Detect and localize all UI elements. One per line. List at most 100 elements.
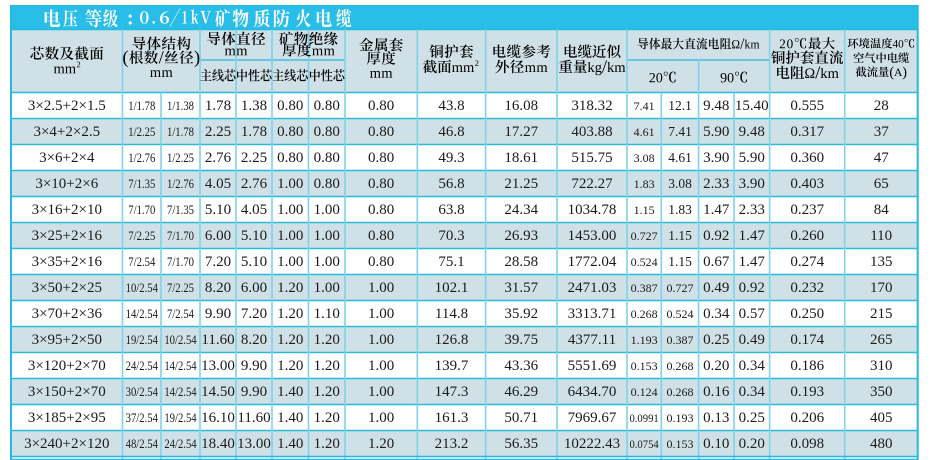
svg-text:0.80: 0.80 — [277, 124, 303, 140]
svg-text:5.10: 5.10 — [241, 254, 267, 270]
svg-text:1.20: 1.20 — [368, 436, 394, 452]
svg-text:4.05: 4.05 — [241, 202, 267, 218]
svg-text:318.32: 318.32 — [571, 98, 612, 114]
svg-text:1.47: 1.47 — [703, 202, 730, 218]
svg-text:1.00: 1.00 — [368, 332, 394, 348]
svg-text:0.193: 0.193 — [790, 384, 824, 400]
svg-text:102.1: 102.1 — [435, 280, 469, 296]
svg-text:14/2.54: 14/2.54 — [164, 385, 196, 399]
svg-text:1.38: 1.38 — [241, 98, 267, 114]
svg-text:515.75: 515.75 — [571, 150, 612, 166]
svg-text:0.268: 0.268 — [667, 359, 694, 373]
svg-text:7/1.35: 7/1.35 — [167, 203, 194, 217]
svg-text:0.360: 0.360 — [790, 150, 824, 166]
svg-text:0.80: 0.80 — [368, 124, 394, 140]
svg-text:1.00: 1.00 — [277, 202, 303, 218]
svg-text:0.260: 0.260 — [790, 228, 824, 244]
svg-text:11.60: 11.60 — [237, 410, 270, 426]
svg-text:1/1.78: 1/1.78 — [128, 99, 155, 113]
svg-text:0.49: 0.49 — [703, 280, 729, 296]
svg-text:63.8: 63.8 — [438, 202, 464, 218]
svg-text:1.83: 1.83 — [634, 177, 655, 191]
svg-text:47: 47 — [874, 150, 890, 166]
svg-text:0.92: 0.92 — [739, 280, 765, 296]
svg-text:35.92: 35.92 — [504, 306, 538, 322]
svg-text:0.206: 0.206 — [790, 410, 824, 426]
svg-text:18.61: 18.61 — [504, 150, 538, 166]
svg-text:37: 37 — [874, 124, 890, 140]
svg-text:0.49: 0.49 — [739, 332, 765, 348]
svg-text:0.20: 0.20 — [739, 436, 765, 452]
svg-text:1.78: 1.78 — [241, 124, 267, 140]
svg-text:6.00: 6.00 — [241, 280, 267, 296]
svg-text:0.174: 0.174 — [790, 332, 824, 348]
svg-text:75.1: 75.1 — [438, 254, 464, 270]
svg-text:1.20: 1.20 — [314, 410, 340, 426]
svg-text:1.00: 1.00 — [368, 410, 394, 426]
svg-text:3×70+2×36: 3×70+2×36 — [32, 306, 103, 322]
svg-text:43.36: 43.36 — [504, 358, 538, 374]
svg-text:1.00: 1.00 — [277, 228, 303, 244]
svg-text:0.268: 0.268 — [631, 307, 658, 321]
svg-text:0.387: 0.387 — [667, 333, 694, 347]
svg-text:0.727: 0.727 — [667, 281, 694, 295]
svg-text:0.80: 0.80 — [368, 176, 394, 192]
svg-text:1.00: 1.00 — [277, 254, 303, 270]
svg-text:6.00: 6.00 — [205, 228, 231, 244]
svg-text:0.57: 0.57 — [739, 306, 766, 322]
svg-text:1.20: 1.20 — [277, 358, 303, 374]
svg-text:0.80: 0.80 — [368, 254, 394, 270]
svg-text:5551.69: 5551.69 — [568, 358, 617, 374]
svg-text:1.20: 1.20 — [314, 436, 340, 452]
svg-text:1.00: 1.00 — [277, 176, 303, 192]
svg-text:46.29: 46.29 — [504, 384, 538, 400]
svg-text:0.34: 0.34 — [739, 358, 766, 374]
svg-text:2.25: 2.25 — [241, 150, 267, 166]
svg-text:1.00: 1.00 — [314, 202, 340, 218]
svg-text:2.76: 2.76 — [205, 150, 232, 166]
svg-text:65: 65 — [874, 176, 889, 192]
svg-text:8.20: 8.20 — [241, 332, 267, 348]
svg-text:9.48: 9.48 — [703, 98, 729, 114]
svg-text:19/2.54: 19/2.54 — [126, 333, 158, 347]
svg-text:10/2.54: 10/2.54 — [126, 281, 158, 295]
svg-text:3×2.5+2×1.5: 3×2.5+2×1.5 — [28, 98, 106, 114]
svg-text:0.524: 0.524 — [631, 255, 658, 269]
svg-text:215: 215 — [870, 306, 893, 322]
svg-text:1.20: 1.20 — [314, 332, 340, 348]
svg-text:0.232: 0.232 — [790, 280, 824, 296]
svg-text:0.80: 0.80 — [314, 124, 340, 140]
svg-text:0.34: 0.34 — [739, 384, 766, 400]
svg-text:1.00: 1.00 — [368, 280, 394, 296]
svg-text:0.317: 0.317 — [790, 124, 824, 140]
svg-text:56.8: 56.8 — [438, 176, 464, 192]
svg-text:0.20: 0.20 — [703, 358, 729, 374]
svg-text:7.41: 7.41 — [634, 99, 655, 113]
svg-text:10/2.54: 10/2.54 — [164, 333, 196, 347]
svg-text:1.15: 1.15 — [668, 228, 692, 243]
svg-text:1.40: 1.40 — [277, 410, 303, 426]
svg-text:9.90: 9.90 — [241, 358, 267, 374]
svg-text:3×35+2×16: 3×35+2×16 — [32, 254, 103, 270]
svg-text:13.00: 13.00 — [237, 436, 271, 452]
svg-text:70.3: 70.3 — [438, 228, 464, 244]
svg-text:1.40: 1.40 — [277, 384, 303, 400]
svg-text:0.0991: 0.0991 — [629, 411, 658, 425]
svg-text:1.40: 1.40 — [277, 436, 303, 452]
svg-text:213.2: 213.2 — [435, 436, 469, 452]
svg-text:1/1.38: 1/1.38 — [167, 99, 194, 113]
svg-text:2.25: 2.25 — [205, 124, 231, 140]
svg-text:0.80: 0.80 — [368, 150, 394, 166]
svg-text:0.80: 0.80 — [368, 228, 394, 244]
svg-text:3×6+2×4: 3×6+2×4 — [39, 150, 95, 166]
svg-text:1/2.25: 1/2.25 — [167, 151, 194, 165]
svg-text:1.193: 1.193 — [631, 333, 658, 347]
svg-text:16.10: 16.10 — [201, 410, 235, 426]
svg-text:1.15: 1.15 — [668, 254, 692, 269]
svg-text:7.41: 7.41 — [668, 124, 692, 139]
svg-text:0.274: 0.274 — [790, 254, 824, 270]
svg-text:135: 135 — [870, 254, 893, 270]
svg-text:1.20: 1.20 — [277, 332, 303, 348]
svg-text:0.13: 0.13 — [703, 410, 729, 426]
svg-text:0.555: 0.555 — [790, 98, 824, 114]
